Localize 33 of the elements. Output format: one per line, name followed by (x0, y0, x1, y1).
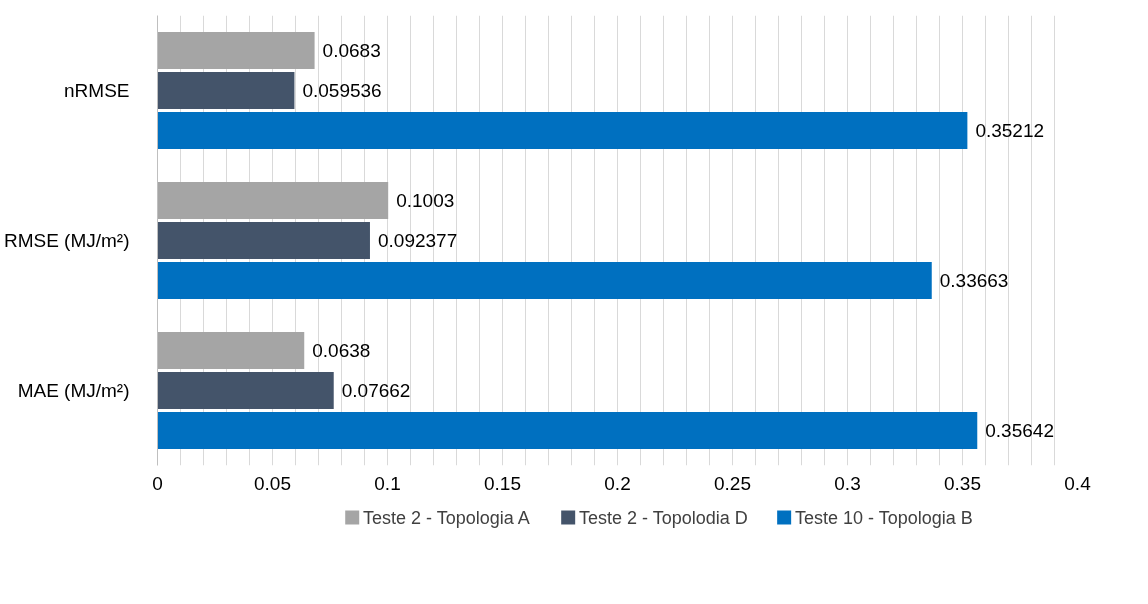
data-label: 0.0683 (322, 40, 381, 61)
data-label: 0.35212 (975, 120, 1045, 141)
legend-label: Teste 10 - Topologia B (794, 507, 973, 528)
bar (157, 221, 370, 260)
x-tick-label: 0.1 (374, 472, 401, 494)
bar (157, 371, 334, 410)
data-label: 0.0638 (312, 340, 371, 361)
bar (157, 31, 315, 70)
legend-label: Teste 2 - Topologia A (363, 507, 530, 528)
x-tick-label: 0 (152, 472, 163, 494)
y-tick-label: MAE (MJ/m²) (17, 380, 130, 401)
bar (157, 71, 295, 110)
legend-label: Teste 2 - Topolodia D (578, 507, 748, 528)
data-label: 0.059536 (302, 80, 382, 101)
bar (157, 261, 932, 300)
data-label: 0.07662 (341, 380, 411, 401)
y-tick-label: nRMSE (64, 80, 130, 101)
bar (157, 411, 978, 450)
bar (157, 111, 968, 150)
data-label: 0.092377 (377, 230, 458, 251)
data-label: 0.35642 (985, 420, 1054, 441)
x-tick-label: 0.2 (604, 472, 631, 494)
x-tick-label: 0.25 (714, 472, 751, 494)
x-tick-label: 0.3 (834, 472, 861, 494)
x-tick-label: 0.15 (484, 472, 521, 494)
bar (157, 181, 389, 220)
bar (157, 331, 305, 370)
data-label: 0.1003 (396, 190, 455, 211)
y-tick-label: RMSE (MJ/m²) (3, 230, 130, 251)
x-tick-label: 0.4 (1064, 472, 1092, 494)
data-label: 0.33663 (939, 270, 1009, 291)
x-tick-label: 0.05 (254, 472, 291, 494)
x-tick-label: 0.35 (944, 472, 981, 494)
